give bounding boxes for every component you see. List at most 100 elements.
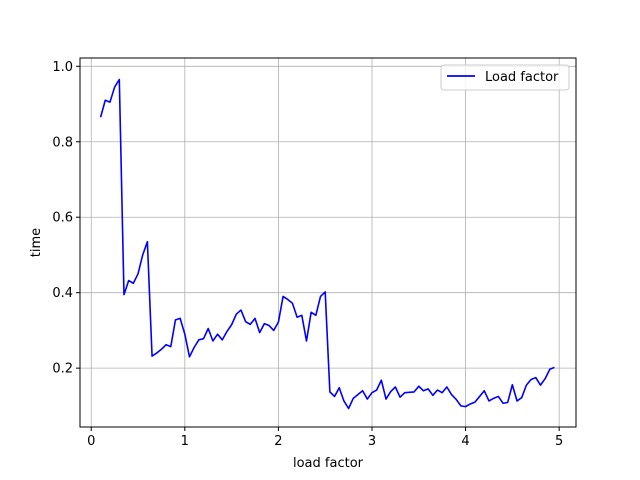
data-point <box>409 391 411 393</box>
data-point <box>193 347 195 349</box>
data-point <box>306 340 308 342</box>
data-point <box>399 396 401 398</box>
series-layer <box>99 78 556 410</box>
y-axis-label: time <box>29 228 44 257</box>
data-point <box>161 348 163 350</box>
data-point <box>338 387 340 389</box>
data-point <box>516 400 518 402</box>
data-point <box>544 378 546 380</box>
data-point <box>404 392 406 394</box>
data-point <box>549 368 551 370</box>
data-point <box>296 316 298 318</box>
data-point <box>381 379 383 381</box>
data-point <box>137 273 139 275</box>
x-tick-label: 5 <box>555 434 563 449</box>
data-point <box>502 402 504 404</box>
data-point <box>488 400 490 402</box>
data-point <box>189 356 191 358</box>
data-point <box>465 406 467 408</box>
data-point <box>235 313 237 315</box>
data-point <box>395 386 397 388</box>
data-point <box>147 241 149 243</box>
y-tick-label: 0.4 <box>52 286 73 301</box>
data-point <box>273 330 275 332</box>
data-point <box>282 296 284 298</box>
data-point <box>367 398 369 400</box>
y-tick-label: 0.2 <box>52 362 73 377</box>
data-point <box>507 402 509 404</box>
data-point <box>128 280 130 282</box>
data-point <box>151 355 153 357</box>
plot-frame <box>79 57 577 428</box>
data-point <box>324 291 326 293</box>
data-point <box>170 346 172 348</box>
data-point <box>479 396 481 398</box>
data-point <box>498 396 500 398</box>
x-tick-label: 4 <box>461 434 469 449</box>
axis-ticks: 0 1 2 3 4 5 0.2 0.4 0.6 0.8 1.0 <box>52 60 563 449</box>
data-point <box>119 79 121 81</box>
data-point <box>100 116 102 118</box>
data-point <box>512 384 514 386</box>
data-point <box>292 302 294 304</box>
data-point <box>301 315 303 317</box>
legend-box <box>440 64 570 91</box>
data-point <box>123 294 125 296</box>
data-point <box>535 377 537 379</box>
data-point <box>446 386 448 388</box>
data-point <box>165 344 167 346</box>
data-point <box>385 398 387 400</box>
series-line <box>99 78 555 410</box>
data-point <box>474 401 476 403</box>
data-point <box>469 403 471 405</box>
data-point <box>371 392 373 394</box>
data-point <box>217 333 219 335</box>
data-point <box>530 379 532 381</box>
data-point <box>179 318 181 320</box>
data-point <box>455 399 457 401</box>
data-point <box>413 391 415 393</box>
data-point <box>226 331 228 333</box>
data-point <box>207 328 209 330</box>
data-point <box>264 323 266 325</box>
data-point <box>526 384 528 386</box>
data-point <box>540 384 542 386</box>
x-tick-label: 3 <box>368 434 376 449</box>
x-tick-label: 1 <box>181 434 189 449</box>
data-point <box>198 339 200 341</box>
data-point <box>493 398 495 400</box>
data-point <box>554 367 556 369</box>
data-point <box>240 309 242 311</box>
data-point <box>133 282 135 284</box>
x-tick-label: 0 <box>87 434 95 449</box>
data-point <box>423 390 425 392</box>
y-tick-label: 0.8 <box>52 135 73 150</box>
data-point <box>427 388 429 390</box>
data-point <box>245 321 247 323</box>
legend-label: Load factor <box>485 70 559 85</box>
data-point <box>310 312 312 314</box>
data-point <box>483 390 485 392</box>
data-point <box>114 86 116 88</box>
data-point <box>390 391 392 393</box>
data-point <box>231 324 233 326</box>
y-tick-label: 1.0 <box>52 60 73 75</box>
data-point <box>376 389 378 391</box>
data-point <box>451 394 453 396</box>
data-point <box>315 315 317 317</box>
data-point <box>352 398 354 400</box>
data-point <box>184 333 186 335</box>
data-point <box>104 99 106 101</box>
data-point <box>348 408 350 410</box>
data-point <box>357 394 359 396</box>
x-axis-label: load factor <box>293 456 364 471</box>
data-point <box>109 101 111 103</box>
x-tick-label: 2 <box>274 434 282 449</box>
data-point <box>278 321 280 323</box>
data-point <box>343 400 345 402</box>
data-point <box>259 332 261 334</box>
data-point <box>432 395 434 397</box>
y-tick-label: 0.6 <box>52 211 73 226</box>
data-point <box>460 405 462 407</box>
